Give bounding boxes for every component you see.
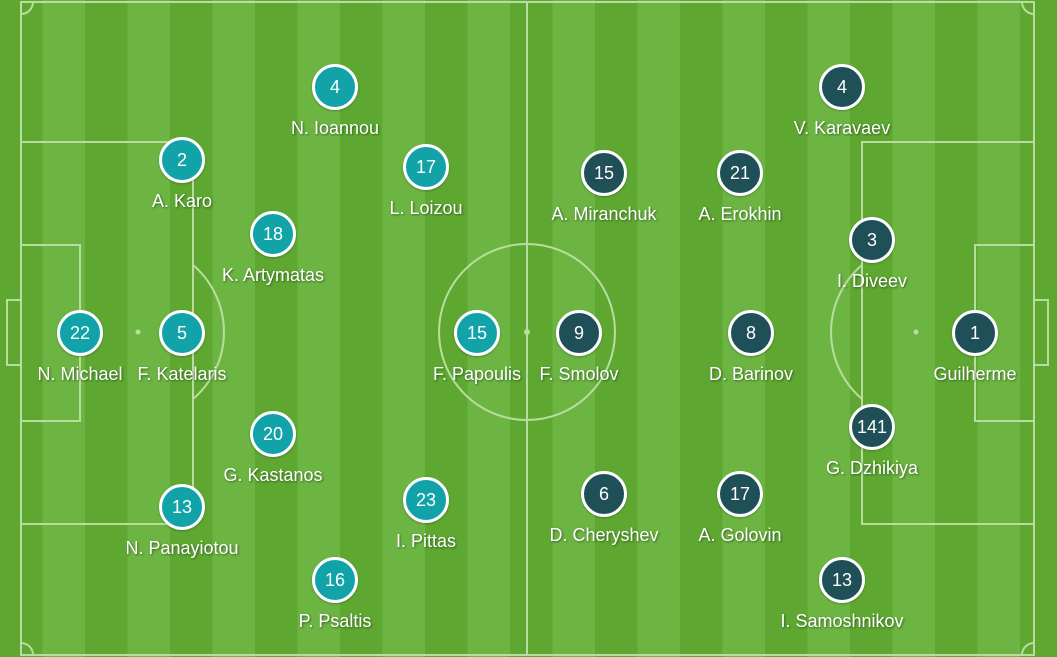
shirt-number-badge: 15: [454, 310, 500, 356]
player-name: P. Psaltis: [298, 611, 372, 631]
player-name: N. Michael: [37, 364, 123, 384]
shirt-number-badge: 17: [717, 471, 763, 517]
center-spot: [524, 329, 530, 335]
shirt-number-badge: 1: [952, 310, 998, 356]
shirt-number-badge: 13: [819, 557, 865, 603]
player-name: V. Karavaev: [793, 118, 891, 138]
shirt-number-badge: 20: [250, 411, 296, 457]
shirt-number-badge: 16: [312, 557, 358, 603]
player-name: I. Pittas: [395, 531, 457, 551]
shirt-number-badge: 4: [819, 64, 865, 110]
corner-arc: [20, 642, 34, 656]
player-name: Guilherme: [933, 364, 1017, 384]
player-name: I. Diveev: [836, 271, 908, 291]
corner-arc: [1021, 1, 1035, 15]
player-name: F. Katelaris: [137, 364, 227, 384]
shirt-number-badge: 9: [556, 310, 602, 356]
player-name: L. Loizou: [389, 198, 463, 218]
shirt-number-badge: 17: [403, 144, 449, 190]
player-name: I. Samoshnikov: [780, 611, 904, 631]
shirt-number-badge: 23: [403, 477, 449, 523]
player-name: G. Dzhikiya: [825, 458, 919, 478]
shirt-number-badge: 22: [57, 310, 103, 356]
left-penalty-arc: [192, 264, 225, 400]
player-name: F. Papoulis: [432, 364, 522, 384]
player-name: N. Ioannou: [290, 118, 380, 138]
right-goal: [1033, 299, 1049, 366]
player-name: K. Artymatas: [221, 265, 325, 285]
player-name: A. Karo: [151, 191, 213, 211]
player-name: F. Smolov: [539, 364, 619, 384]
player-name: D. Barinov: [708, 364, 794, 384]
shirt-number-badge: 2: [159, 137, 205, 183]
player-name: N. Panayiotou: [125, 538, 239, 558]
player-name: D. Cheryshev: [549, 525, 659, 545]
corner-arc: [20, 1, 34, 15]
penalty-spot: [135, 329, 141, 335]
shirt-number-badge: 5: [159, 310, 205, 356]
shirt-number-badge: 18: [250, 211, 296, 257]
player-name: G. Kastanos: [223, 465, 323, 485]
shirt-number-badge: 15: [581, 150, 627, 196]
player-name: A. Erokhin: [698, 204, 782, 224]
shirt-number-badge: 21: [717, 150, 763, 196]
penalty-spot: [913, 329, 919, 335]
shirt-number-badge: 6: [581, 471, 627, 517]
corner-arc: [1021, 642, 1035, 656]
shirt-number-badge: 13: [159, 484, 205, 530]
player-name: A. Golovin: [698, 525, 782, 545]
center-circle: [438, 243, 616, 421]
shirt-number-badge: 3: [849, 217, 895, 263]
shirt-number-badge: 141: [849, 404, 895, 450]
shirt-number-badge: 4: [312, 64, 358, 110]
shirt-number-badge: 8: [728, 310, 774, 356]
player-name: A. Miranchuk: [551, 204, 657, 224]
right-penalty-arc: [830, 264, 863, 400]
left-goal: [6, 299, 22, 366]
